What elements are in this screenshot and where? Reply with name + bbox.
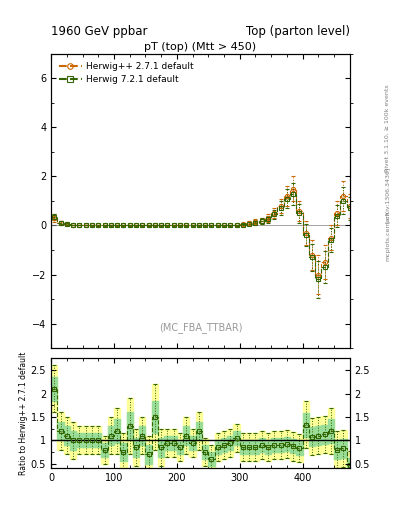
Text: [arXiv:1306.3436]: [arXiv:1306.3436]: [385, 166, 390, 223]
Title: pT (top) (Mtt > 450): pT (top) (Mtt > 450): [144, 41, 257, 52]
Text: mcplots.cern.ch: mcplots.cern.ch: [385, 210, 390, 261]
Legend: Herwig++ 2.7.1 default, Herwig 7.2.1 default: Herwig++ 2.7.1 default, Herwig 7.2.1 def…: [55, 58, 198, 88]
Y-axis label: Ratio to Herwig++ 2.7.1 default: Ratio to Herwig++ 2.7.1 default: [19, 352, 28, 475]
Text: Top (parton level): Top (parton level): [246, 25, 350, 38]
Text: Rivet 3.1.10, ≥ 100k events: Rivet 3.1.10, ≥ 100k events: [385, 84, 390, 172]
Text: 1960 GeV ppbar: 1960 GeV ppbar: [51, 25, 148, 38]
Text: (MC_FBA_TTBAR): (MC_FBA_TTBAR): [159, 322, 242, 333]
